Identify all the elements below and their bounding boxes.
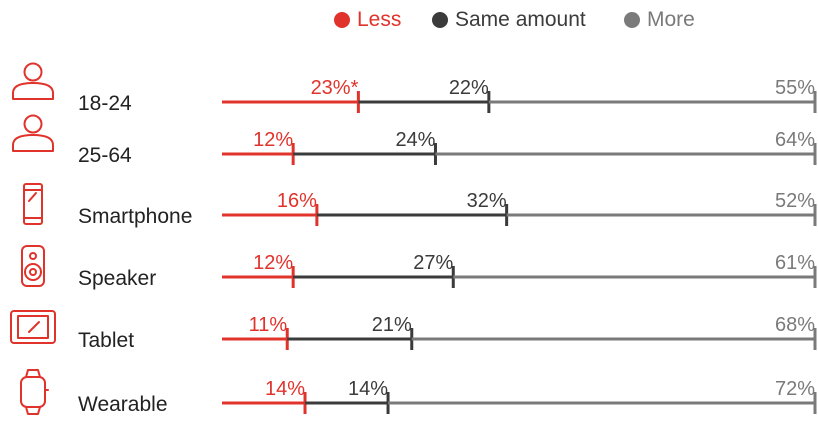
category-label: 18-24 [78,92,132,115]
gray-dot-icon [624,12,640,28]
data-label-less: 23%* [311,77,359,99]
chart-row: 18-24 23%* 22% 55% [12,62,817,115]
data-label-more: 52% [775,190,815,212]
legend: Less Same amount More [0,6,818,34]
legend-label: Same amount [455,8,586,31]
data-label-more: 55% [775,77,815,99]
speaker-icon [21,245,45,287]
chart-row: Smartphone 16% 32% 52% [23,183,817,228]
wearable-icon [20,369,49,415]
data-label-same: 14% [348,378,388,400]
category-label: Wearable [78,393,168,416]
tablet-icon [10,310,56,344]
chart-row: 25-64 12% 24% 64% [12,114,817,167]
data-label-less: 12% [253,252,293,274]
category-label: 25-64 [78,144,132,167]
red-dot-icon [334,12,350,28]
data-label-more: 61% [775,252,815,274]
data-label-same: 22% [449,77,489,99]
data-label-same: 21% [372,314,412,336]
category-label: Smartphone [78,205,192,228]
chart-row: Tablet 11% 21% 68% [10,310,817,352]
category-label: Speaker [78,267,156,290]
dark-dot-icon [432,12,448,28]
category-label: Tablet [78,329,134,352]
data-label-more: 68% [775,314,815,336]
legend-item-more: More [624,6,695,34]
data-label-less: 11% [249,314,288,336]
data-label-less: 16% [277,190,317,212]
chart-row: Speaker 12% 27% 61% [21,245,817,290]
data-label-same: 32% [467,190,507,212]
chart-row: Wearable 14% 14% 72% [20,369,817,416]
data-label-more: 64% [775,129,815,151]
data-label-less: 12% [253,129,293,151]
person-icon [12,114,54,152]
data-label-less: 14% [265,378,305,400]
data-label-same: 24% [395,129,435,151]
data-label-more: 72% [775,378,815,400]
legend-item-same: Same amount [432,6,586,34]
person-icon [12,62,54,100]
legend-label: More [647,8,695,31]
legend-label: Less [357,8,402,31]
data-label-same: 27% [413,252,453,274]
legend-item-less: Less [334,6,401,34]
smartphone-icon [23,183,43,225]
